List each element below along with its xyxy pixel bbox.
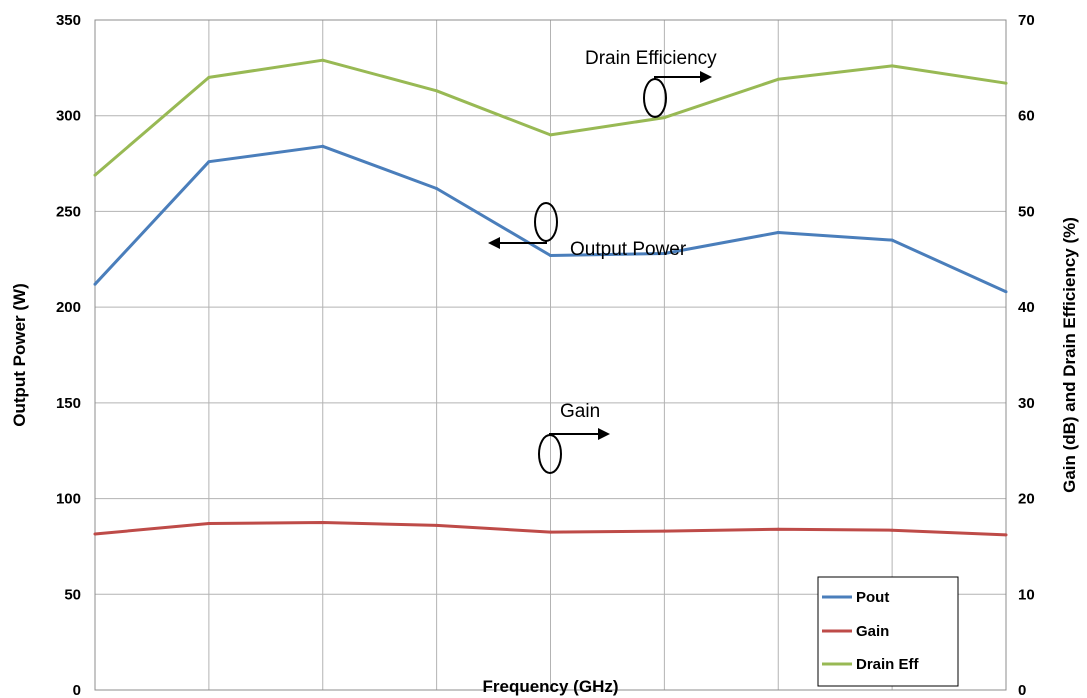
x-tick-label: 1.40 <box>764 696 793 698</box>
y-right-tick-label: 40 <box>1018 299 1035 316</box>
data-point-pout <box>662 252 666 255</box>
data-point-pout <box>1004 290 1008 294</box>
data-point-drain-eff <box>890 64 894 68</box>
data-point-gain <box>207 522 211 525</box>
x-tick-label: 1.20 <box>308 696 337 698</box>
y-left-tick-label: 150 <box>56 395 81 412</box>
y-right-axis-title: Gain (dB) and Drain Efficiency (%) <box>1060 217 1079 493</box>
data-point-drain-eff <box>776 77 780 81</box>
y-left-tick-label: 300 <box>56 108 81 125</box>
annotation-drain-efficiency-arrowhead <box>700 71 712 83</box>
annotation-output-power-label: Output Power <box>570 239 687 260</box>
annotation-output-power: Output Power <box>488 202 687 260</box>
legend: Pout Gain Drain Eff <box>817 576 959 687</box>
data-point-gain <box>435 523 439 527</box>
annotation-drain-efficiency: Drain Efficiency <box>585 48 717 118</box>
data-point-gain <box>776 527 780 531</box>
x-tick-label: 1.10 <box>80 696 109 698</box>
data-point-drain-eff <box>435 89 439 93</box>
annotation-gain-arrowhead <box>598 428 610 440</box>
data-point-pout <box>435 187 439 190</box>
data-point-pout <box>93 282 97 286</box>
annotation-drain-efficiency-arrow <box>654 76 702 79</box>
annotation-output-power-ellipse <box>534 202 558 242</box>
legend-label-gain: Gain <box>856 623 889 640</box>
y-right-tick-label: 60 <box>1018 108 1035 125</box>
data-point-gain <box>890 528 894 532</box>
x-tick-label: 1.15 <box>194 696 223 698</box>
data-point-drain-eff <box>549 133 552 137</box>
annotation-gain-arrow <box>549 433 598 435</box>
data-point-pout <box>321 144 325 148</box>
plot-area-frame <box>94 19 1007 691</box>
data-point-drain-eff <box>321 58 325 62</box>
y-left-tick-label: 0 <box>73 682 81 698</box>
y-right-tick-label: 10 <box>1018 586 1035 603</box>
annotation-drain-efficiency-label: Drain Efficiency <box>585 48 717 69</box>
x-tick-label: 1.25 <box>422 696 451 698</box>
series-layer <box>93 58 1008 537</box>
y-left-tick-label: 200 <box>56 299 81 316</box>
annotation-output-power-arrowhead <box>488 237 500 249</box>
data-point-pout <box>890 238 894 242</box>
data-point-drain-eff <box>662 116 666 120</box>
y-left-axis-title: Output Power (W) <box>10 283 29 427</box>
x-tick-label: 1.30 <box>536 696 565 698</box>
legend-label-drain-eff: Drain Eff <box>856 656 920 673</box>
y-right-tick-label: 0 <box>1018 682 1026 698</box>
data-point-gain <box>321 521 325 524</box>
x-tick-label: 1.35 <box>650 696 679 698</box>
y-right-tick-label: 20 <box>1018 491 1035 508</box>
data-point-drain-eff <box>93 173 97 177</box>
data-point-gain <box>549 530 552 534</box>
data-point-pout <box>776 231 780 234</box>
tick-labels: 1.101.151.201.251.301.351.401.451.500501… <box>56 12 1035 698</box>
y-right-tick-label: 50 <box>1018 203 1035 220</box>
data-point-drain-eff <box>207 75 211 79</box>
y-left-tick-label: 50 <box>64 586 81 603</box>
y-left-tick-label: 250 <box>56 203 81 220</box>
annotation-gain: Gain <box>538 401 610 474</box>
data-point-gain <box>93 532 97 536</box>
legend-label-pout: Pout <box>856 589 889 606</box>
y-left-tick-label: 100 <box>56 491 81 508</box>
data-point-gain <box>1004 533 1008 537</box>
x-tick-label: 1.45 <box>878 696 907 698</box>
annotation-drain-efficiency-ellipse <box>643 78 667 118</box>
annotation-gain-label: Gain <box>560 401 600 422</box>
annotation-output-power-arrow <box>500 241 547 244</box>
x-tick-label: 1.50 <box>991 696 1020 698</box>
data-point-gain <box>662 529 666 533</box>
y-left-tick-label: 350 <box>56 12 81 29</box>
y-right-tick-label: 30 <box>1018 395 1035 412</box>
y-right-tick-label: 70 <box>1018 12 1035 29</box>
data-point-pout <box>549 254 552 257</box>
data-point-pout <box>207 160 211 164</box>
data-point-drain-eff <box>1004 81 1008 85</box>
x-axis-title: Frequency (GHz) <box>482 677 618 696</box>
